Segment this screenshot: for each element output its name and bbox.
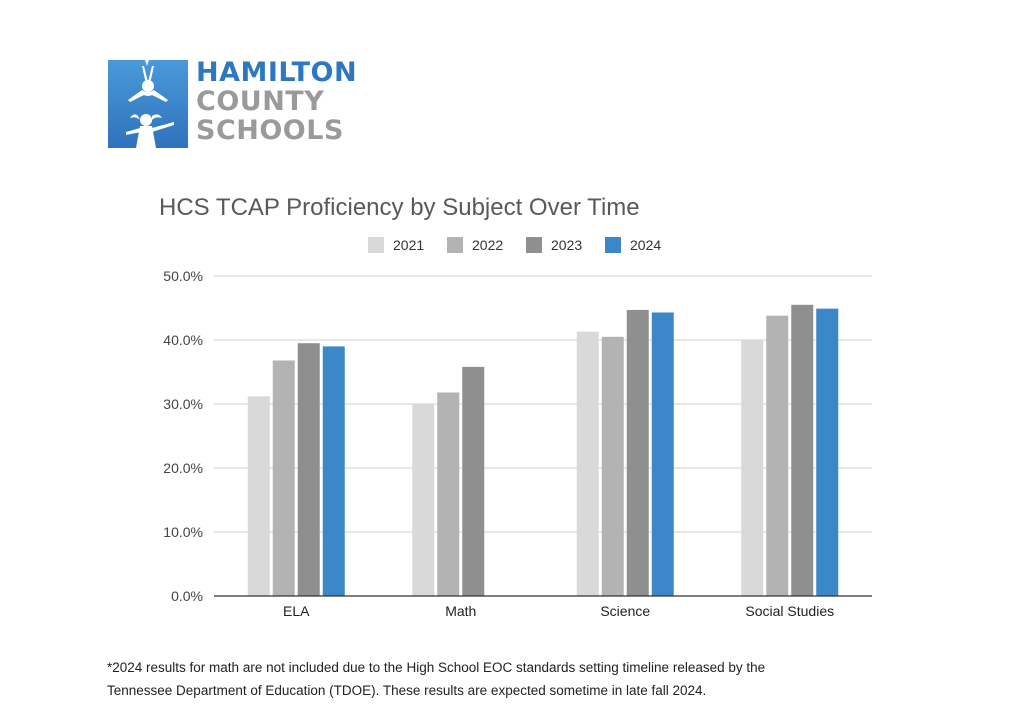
legend-label-2022: 2022: [472, 237, 503, 253]
bar-2022: [601, 336, 624, 596]
logo-line-schools: SCHOOLS: [196, 115, 344, 146]
y-tick-label: 10.0%: [163, 524, 203, 540]
x-tick-label: ELA: [283, 603, 310, 619]
logo-line-hamilton: HAMILTON: [196, 57, 358, 88]
y-tick-label: 40.0%: [163, 332, 203, 348]
children-silhouette-icon: [108, 60, 188, 148]
bar-2023: [626, 309, 649, 596]
bar-2022: [437, 392, 460, 596]
legend-label-2021: 2021: [393, 237, 424, 253]
bar-2024: [322, 346, 345, 596]
x-tick-label: Math: [445, 603, 476, 619]
x-tick-label: Social Studies: [745, 603, 834, 619]
footnote: *2024 results for math are not included …: [107, 656, 907, 702]
y-tick-label: 50.0%: [163, 268, 203, 284]
legend-swatch-2022: [447, 237, 463, 253]
bar-2022: [272, 360, 295, 596]
logo-line-county: COUNTY: [196, 86, 325, 117]
y-tick-label: 30.0%: [163, 396, 203, 412]
bar-2021: [247, 396, 270, 596]
y-tick-label: 20.0%: [163, 460, 203, 476]
footnote-line-1: *2024 results for math are not included …: [107, 660, 766, 675]
bar-chart: 0.0% 10.0% 20.0% 30.0% 40.0% 50.0% ELA Math Scie…: [163, 237, 872, 619]
bar-2021: [576, 331, 599, 596]
legend-label-2024: 2024: [630, 237, 661, 253]
x-tick-label: Science: [600, 603, 650, 619]
logo-wordmark: HAMILTON COUNTY SCHOOLS: [196, 58, 357, 145]
district-logo: HAMILTON COUNTY SCHOOLS: [108, 58, 357, 148]
legend-swatch-2024: [605, 237, 621, 253]
bar-2021: [741, 340, 764, 596]
legend-swatch-2023: [526, 237, 542, 253]
bar-2022: [766, 315, 789, 596]
bar-2023: [791, 304, 814, 596]
bar-2021: [412, 404, 435, 596]
bar-2024: [651, 312, 674, 596]
legend-swatch-2021: [368, 237, 384, 253]
legend-label-2023: 2023: [551, 237, 582, 253]
bar-2024: [816, 308, 839, 596]
chart-title: HCS TCAP Proficiency by Subject Over Tim…: [159, 194, 640, 221]
bar-2023: [297, 343, 320, 596]
footnote-line-2: Tennessee Department of Education (TDOE)…: [107, 683, 707, 698]
y-tick-label: 0.0%: [171, 588, 203, 604]
bar-2023: [462, 366, 485, 596]
